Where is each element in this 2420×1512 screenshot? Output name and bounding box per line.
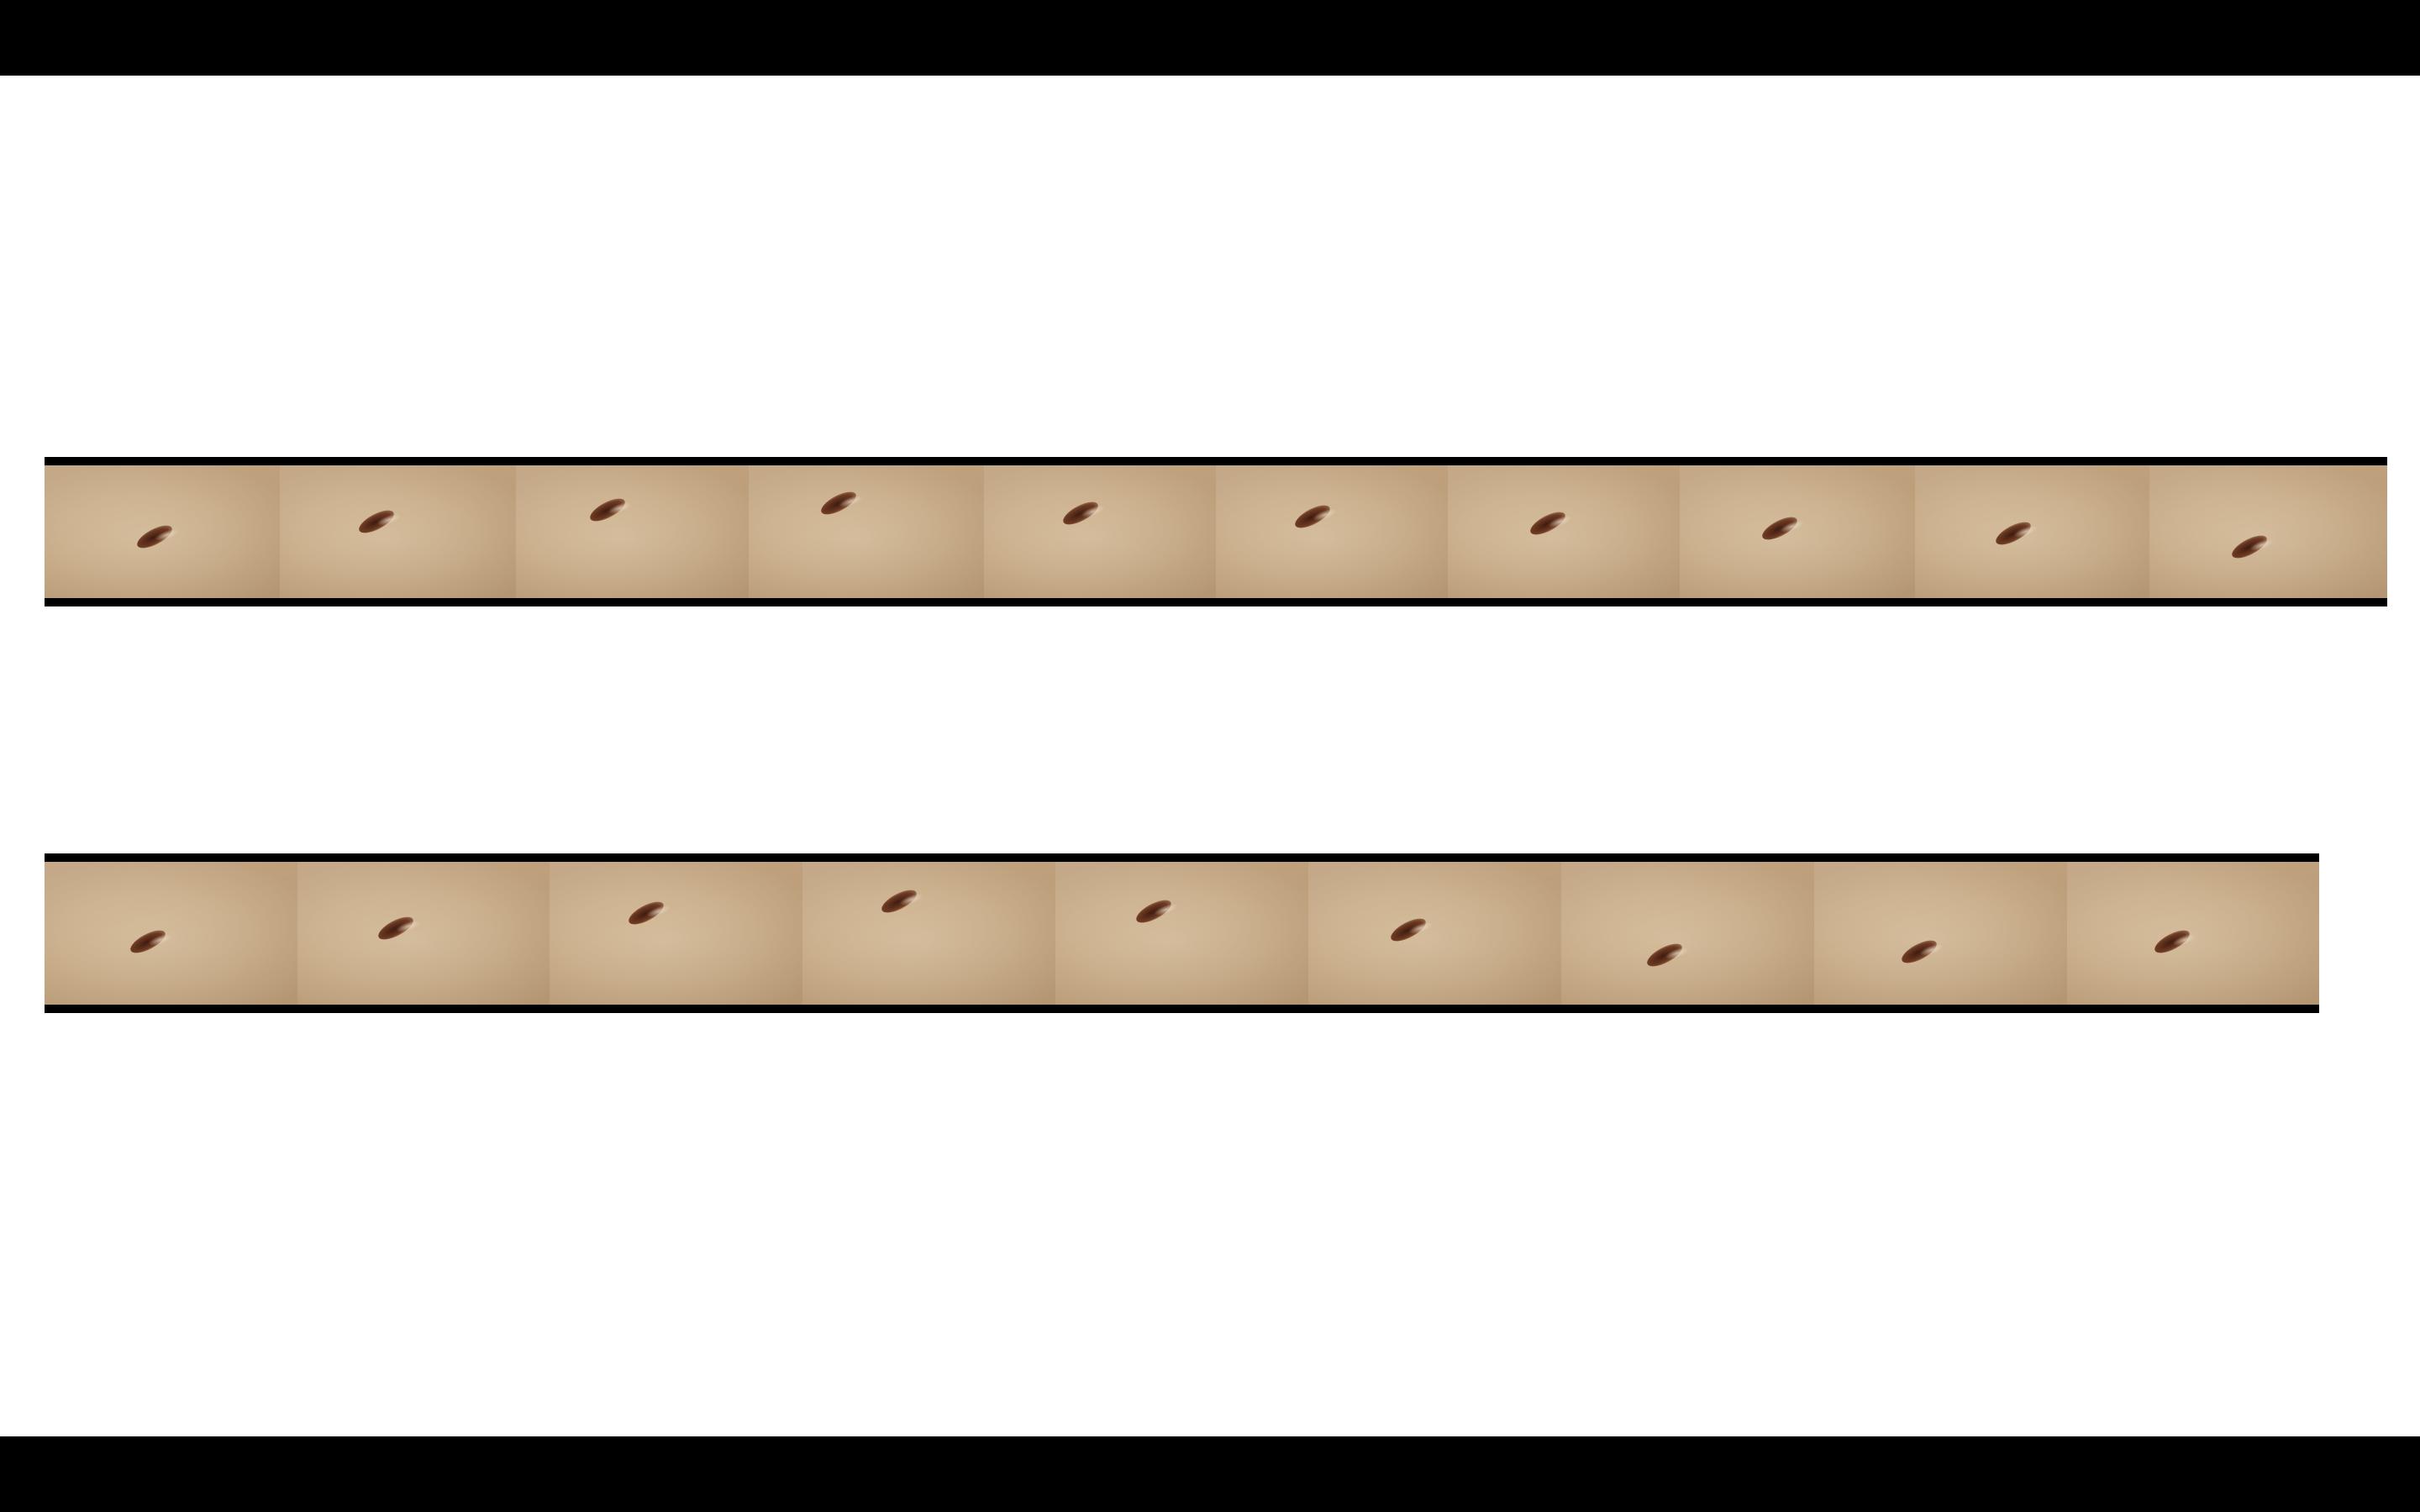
video-frame-1-2 [280,465,516,598]
navel-feature [1527,507,1569,539]
video-frame-2-9 [2067,862,2319,1005]
bottom-frame-strip [45,853,2319,1013]
top-frame-strip [45,457,2387,606]
navel-feature [1898,936,1940,968]
video-frame-2-3 [550,862,802,1005]
navel-feature [134,521,176,553]
navel-feature [2151,926,2193,958]
video-frame-1-3 [516,465,749,598]
navel-feature [818,487,860,519]
navel-feature [127,926,169,958]
video-frame-2-7 [1561,862,1814,1005]
video-frame-2-4 [802,862,1055,1005]
bottom-letterbox-bar [0,1436,2420,1512]
video-frame-1-4 [749,465,984,598]
navel-feature [1387,914,1429,946]
video-frame-1-9 [1915,465,2149,598]
navel-feature [625,897,667,929]
navel-feature [2228,531,2270,563]
navel-feature [1759,512,1801,544]
navel-feature [1060,497,1102,529]
navel-feature [1292,501,1334,533]
navel-feature [1992,517,2034,549]
video-frame-1-1 [45,465,280,598]
navel-feature [375,912,417,944]
navel-feature [587,494,629,526]
video-frame-2-6 [1308,862,1561,1005]
video-frame-1-6 [1216,465,1448,598]
navel-feature [1644,939,1686,971]
navel-feature [878,885,920,917]
video-frame-2-5 [1055,862,1308,1005]
video-frame-1-7 [1448,465,1680,598]
video-frame-1-5 [984,465,1216,598]
navel-feature [355,506,397,538]
video-frame-2-8 [1814,862,2067,1005]
video-frame-2-1 [45,862,297,1005]
video-frame-1-10 [2149,465,2387,598]
top-letterbox-bar [0,0,2420,76]
navel-feature [1133,895,1175,927]
video-frame-2-2 [297,862,550,1005]
video-frame-1-8 [1680,465,1915,598]
